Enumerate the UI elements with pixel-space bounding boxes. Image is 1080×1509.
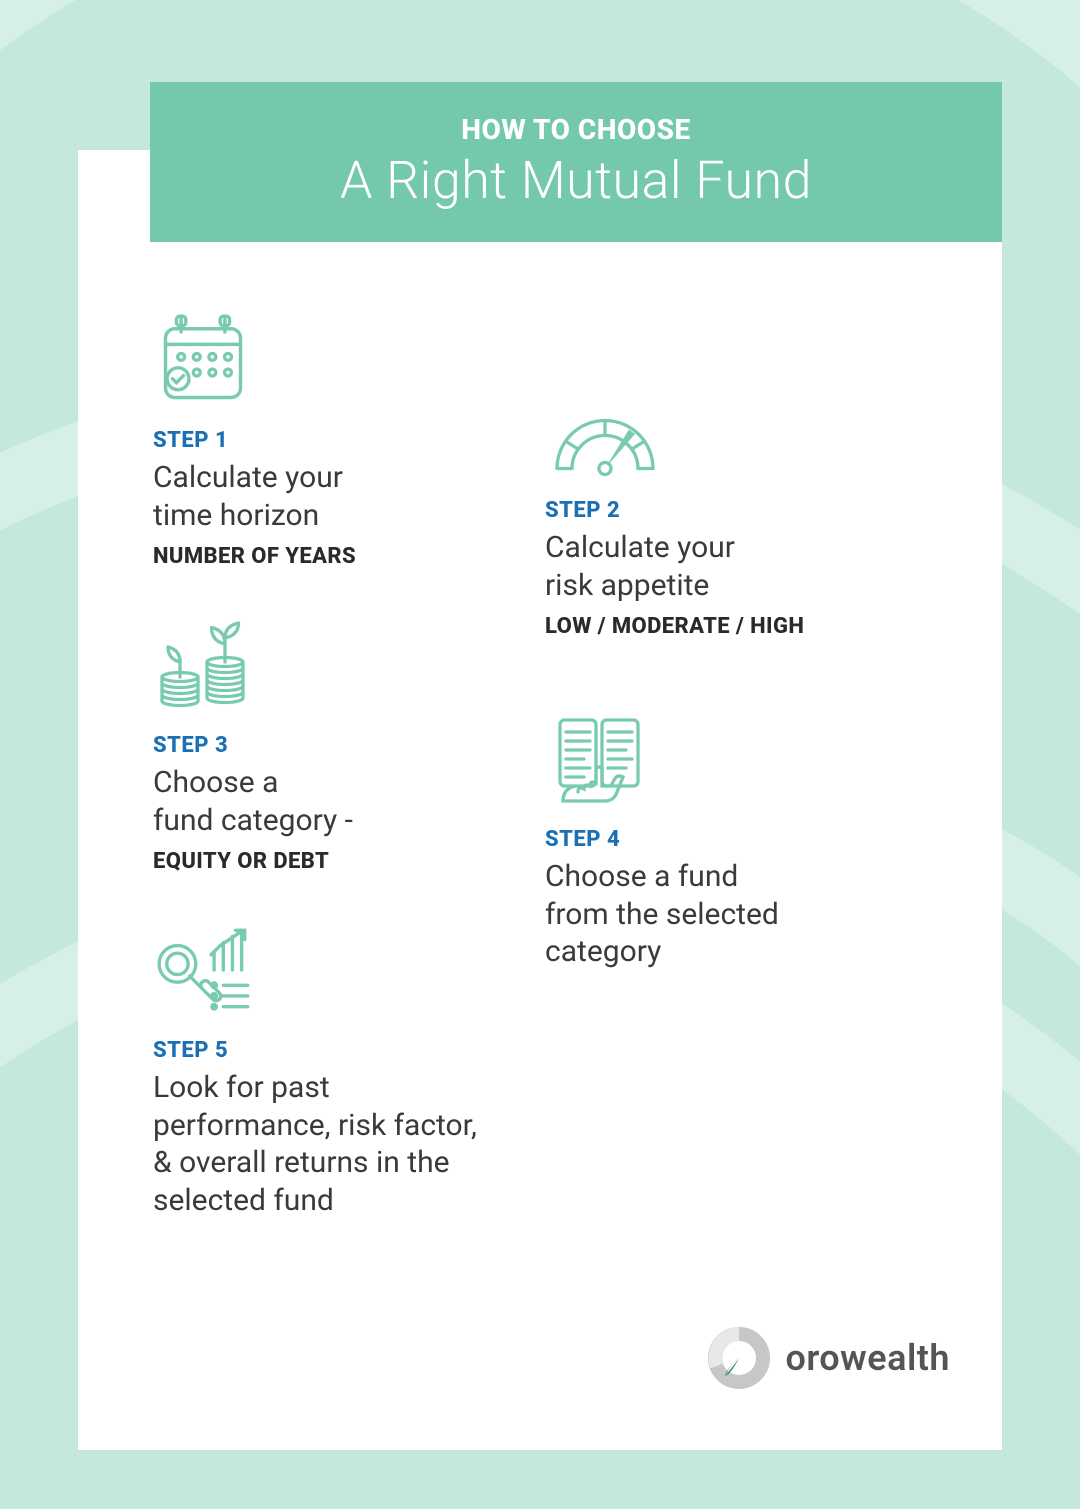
step-3-detail: EQUITY OR DEBT <box>153 849 535 874</box>
step-5: STEP 5 Look for pastperformance, risk fa… <box>153 920 535 1219</box>
left-column: STEP 1 Calculate yourtime horizon NUMBER… <box>153 310 535 1265</box>
gauge-icon <box>545 400 927 480</box>
calendar-icon <box>153 310 535 410</box>
logo-text: orowealth <box>785 1337 950 1379</box>
brand-logo: orowealth <box>707 1326 950 1390</box>
step-5-label: STEP 5 <box>153 1038 535 1063</box>
step-3-desc: Choose afund category - <box>153 764 535 839</box>
step-1-desc: Calculate yourtime horizon <box>153 459 535 534</box>
growth-icon <box>153 615 535 715</box>
step-3: STEP 3 Choose afund category - EQUITY OR… <box>153 615 535 874</box>
right-column: STEP 2 Calculate yourrisk appetite LOW /… <box>545 310 927 1265</box>
step-2-label: STEP 2 <box>545 498 927 523</box>
content-area: STEP 1 Calculate yourtime horizon NUMBER… <box>78 150 1002 1450</box>
step-1-detail: NUMBER OF YEARS <box>153 544 535 569</box>
step-2: STEP 2 Calculate yourrisk appetite LOW /… <box>545 400 927 639</box>
step-4-desc: Choose a fundfrom the selectedcategory <box>545 858 927 971</box>
logo-mark-icon <box>707 1326 771 1390</box>
step-3-label: STEP 3 <box>153 733 535 758</box>
step-4-label: STEP 4 <box>545 827 927 852</box>
step-5-desc: Look for pastperformance, risk factor,& … <box>153 1069 535 1219</box>
step-1-label: STEP 1 <box>153 428 535 453</box>
document-icon <box>545 709 927 809</box>
analysis-icon <box>153 920 535 1020</box>
step-2-desc: Calculate yourrisk appetite <box>545 529 927 604</box>
step-1: STEP 1 Calculate yourtime horizon NUMBER… <box>153 310 535 569</box>
step-4: STEP 4 Choose a fundfrom the selectedcat… <box>545 709 927 971</box>
header-line1: HOW TO CHOOSE <box>461 113 690 146</box>
step-2-detail: LOW / MODERATE / HIGH <box>545 614 927 639</box>
